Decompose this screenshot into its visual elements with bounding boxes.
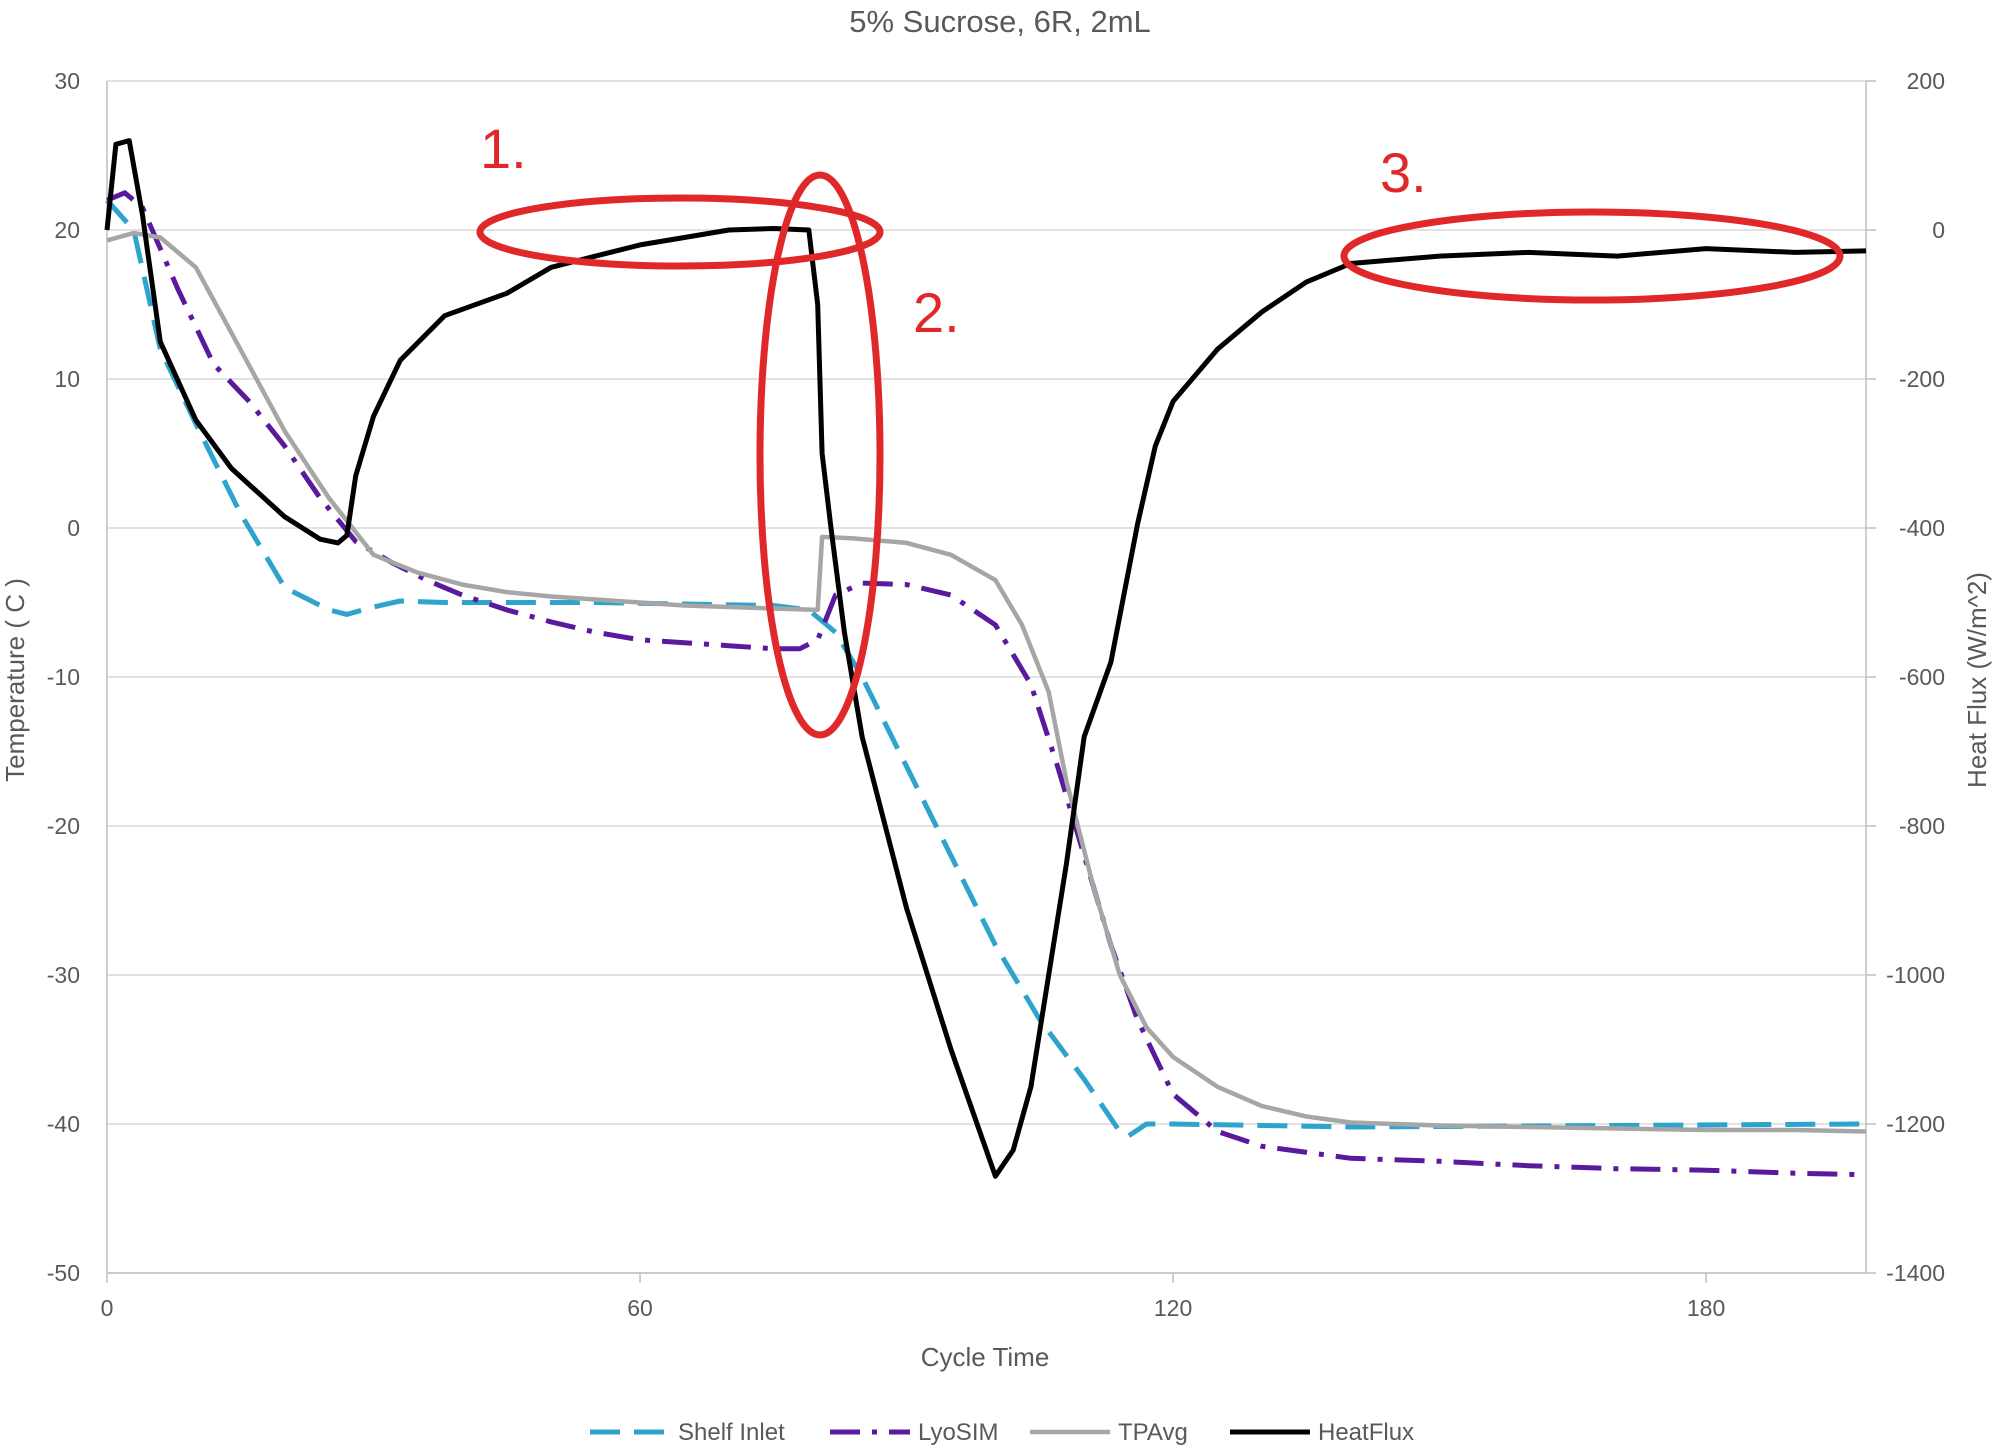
y-tick-label: 30 <box>54 68 80 94</box>
x-tick-label: 120 <box>1154 1295 1192 1321</box>
axes <box>106 80 1876 1283</box>
legend-label-tpavg: TPAvg <box>1118 1419 1188 1446</box>
y-axis-title: Temperature ( C ) <box>0 578 30 782</box>
y2-axis-title: Heat Flux (W/m^2) <box>1962 572 1992 788</box>
series-line-tpavg <box>106 230 1867 1134</box>
y2-tick-label: -400 <box>1899 515 1945 541</box>
series-lines <box>104 138 1867 1179</box>
tick-labels: 30 20 10 0 -10 -20 -30 -40 -50 200 0 -200 -400 -600 -8… <box>47 68 1945 1321</box>
y2-tick-label: -1400 <box>1886 1260 1945 1286</box>
annotations: 1. 2. 3. <box>476 117 1844 739</box>
y-tick-label: 10 <box>54 366 80 392</box>
y2-tick-label: 200 <box>1907 68 1945 94</box>
y2-tick-label: -1200 <box>1886 1111 1945 1137</box>
annotation-label-2: 2. <box>913 281 960 344</box>
annotation-label-1: 1. <box>480 117 527 180</box>
annotation-ellipse-2 <box>756 171 884 739</box>
y-tick-label: -30 <box>47 962 80 988</box>
y-tick-label: 20 <box>54 217 80 243</box>
legend: Shelf Inlet LyoSIM TPAvg HeatFlux <box>590 1419 1414 1446</box>
y2-tick-label: -800 <box>1899 813 1945 839</box>
series-line-shelf-inlet <box>105 198 1867 1139</box>
y2-tick-label: -1000 <box>1886 962 1945 988</box>
y-tick-label: -40 <box>47 1111 80 1137</box>
annotation-ellipse-3 <box>1340 208 1844 304</box>
y2-tick-label: 0 <box>1932 217 1945 243</box>
x-tick-label: 60 <box>627 1295 653 1321</box>
x-axis-title: Cycle Time <box>921 1342 1050 1372</box>
legend-label-lyosim: LyoSIM <box>918 1419 998 1446</box>
legend-label-shelf-inlet: Shelf Inlet <box>678 1419 785 1446</box>
y2-tick-label: -200 <box>1899 366 1945 392</box>
series-line-heatflux <box>104 138 1867 1179</box>
chart-title: 5% Sucrose, 6R, 2mL <box>849 4 1151 39</box>
series-line-lyosim <box>106 190 1867 1178</box>
gridlines <box>107 80 1866 1274</box>
y-tick-label: -10 <box>47 664 80 690</box>
annotation-label-3: 3. <box>1380 141 1427 204</box>
annotation-ellipse-1 <box>476 194 884 270</box>
y-tick-label: 0 <box>67 515 80 541</box>
y-tick-label: -20 <box>47 813 80 839</box>
y-tick-label: -50 <box>47 1260 80 1286</box>
legend-label-heatflux: HeatFlux <box>1318 1419 1414 1446</box>
x-tick-label: 180 <box>1687 1295 1725 1321</box>
x-tick-label: 0 <box>101 1295 114 1321</box>
y2-tick-label: -600 <box>1899 664 1945 690</box>
